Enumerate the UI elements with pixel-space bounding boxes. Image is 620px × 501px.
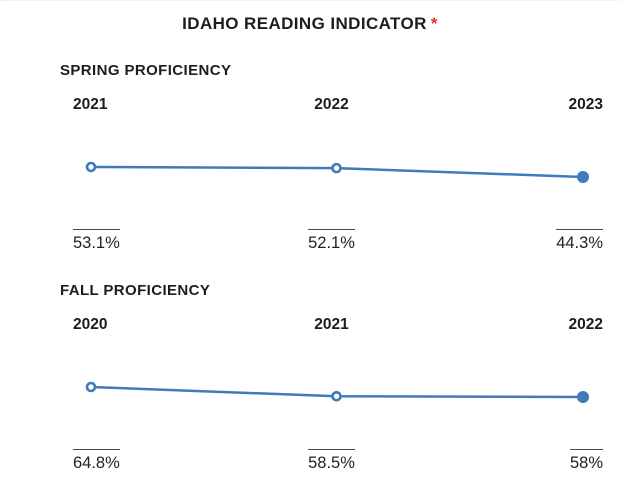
fall-line-chart bbox=[85, 381, 589, 403]
data-point-2022 bbox=[577, 391, 589, 403]
fall-value-2022: 58% bbox=[569, 449, 603, 473]
spring-value-2022: 52.1% bbox=[308, 229, 355, 253]
fall-values-row: 64.8% 58.5% 58% bbox=[60, 449, 603, 473]
data-point-2022 bbox=[331, 162, 342, 174]
page-title-text: IDAHO READING INDICATOR bbox=[182, 14, 427, 33]
page-title: IDAHO READING INDICATOR * bbox=[0, 13, 620, 35]
footnote-asterisk: * bbox=[430, 14, 438, 33]
spring-value-2023: 44.3% bbox=[556, 229, 603, 253]
data-point-2023 bbox=[577, 171, 589, 183]
spring-year-label-2021: 2021 bbox=[73, 96, 108, 113]
spring-proficiency-section: SPRING PROFICIENCY 2021 2022 2023 53.1% … bbox=[60, 61, 603, 253]
spring-section-heading: SPRING PROFICIENCY bbox=[60, 62, 232, 79]
spring-year-label-2022: 2022 bbox=[314, 96, 349, 113]
data-point-2021 bbox=[85, 161, 97, 173]
data-point-2020 bbox=[85, 381, 97, 393]
spring-value-2021: 53.1% bbox=[73, 229, 120, 253]
spring-line-chart bbox=[85, 161, 589, 183]
data-point-2021 bbox=[331, 390, 342, 402]
spring-year-label-2023: 2023 bbox=[568, 96, 603, 113]
spring-years-row: 2021 2022 2023 bbox=[60, 96, 603, 114]
spring-values-row: 53.1% 52.1% 44.3% bbox=[60, 229, 603, 253]
fall-year-label-2020: 2020 bbox=[73, 316, 108, 333]
fall-section-heading: FALL PROFICIENCY bbox=[60, 282, 211, 299]
top-divider bbox=[0, 0, 620, 1]
fall-proficiency-section: FALL PROFICIENCY 2020 2021 2022 64.8% 58… bbox=[60, 281, 603, 473]
fall-value-2020: 64.8% bbox=[73, 449, 120, 473]
fall-year-label-2021: 2021 bbox=[314, 316, 349, 333]
fall-value-2021: 58.5% bbox=[308, 449, 355, 473]
fall-year-label-2022: 2022 bbox=[568, 316, 603, 333]
fall-years-row: 2020 2021 2022 bbox=[60, 316, 603, 334]
